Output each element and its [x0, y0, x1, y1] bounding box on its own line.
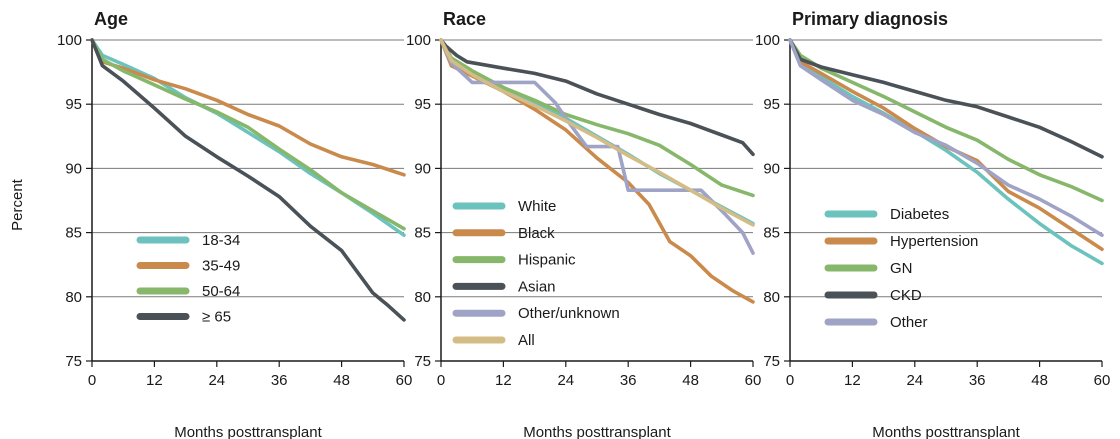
primary-diagnosis-y-tick-label-80: 80 [763, 289, 780, 306]
panel-age: Age 75 80 85 90 95 100 0 12 24 36 48 60 Months postt… [57, 9, 412, 439]
primary-diagnosis-x-tick-label-48: 48 [1031, 372, 1048, 389]
age-x-tick-label-0: 0 [88, 372, 96, 389]
primary-diagnosis-y-tick-label-95: 95 [763, 96, 780, 113]
age-x-tick-label-24: 24 [208, 372, 225, 389]
age-x-axis-label: Months posttransplant [174, 424, 322, 439]
age-y-tick-label-95: 95 [65, 96, 82, 113]
panel-title-age: Age [94, 9, 128, 29]
race-series-line-other-unknown [439, 38, 755, 255]
panel-title-race: Race [443, 9, 486, 29]
primary-diagnosis-legend-label-hypertension: Hypertension [890, 233, 978, 250]
primary-diagnosis-y-tick-label-75: 75 [763, 353, 780, 370]
age-y-tick-label-85: 85 [65, 225, 82, 242]
age-y-tick-label-90: 90 [65, 160, 82, 177]
race-y-tick-label-85: 85 [414, 225, 431, 242]
age-y-tick-label-100: 100 [57, 32, 82, 49]
primary-diagnosis-legend-label-gn: GN [890, 260, 913, 277]
primary-diagnosis-x-axis-label: Months posttransplant [872, 424, 1020, 439]
age-series-line-ge-65 [90, 38, 406, 322]
race-legend-label-all: All [518, 332, 535, 349]
age-series-line-18-34 [90, 38, 406, 237]
primary-diagnosis-x-tick-label-0: 0 [786, 372, 794, 389]
race-y-tick-label-75: 75 [414, 353, 431, 370]
primary-diagnosis-x-tick-label-60: 60 [1094, 372, 1111, 389]
primary-diagnosis-legend-label-ckd: CKD [890, 287, 922, 304]
age-legend-label-18-34: 18-34 [202, 232, 240, 249]
age-legend-label-ge-65: ≥ 65 [202, 309, 231, 326]
age-legend-label-35-49: 35-49 [202, 258, 240, 275]
race-series-line-all [439, 38, 755, 227]
race-legend-label-white: White [518, 198, 556, 215]
race-x-tick-label-48: 48 [682, 372, 699, 389]
race-series-line-hispanic [439, 38, 755, 198]
primary-diagnosis-y-tick-label-85: 85 [763, 225, 780, 242]
primary-diagnosis-x-tick-label-36: 36 [969, 372, 986, 389]
race-x-tick-label-0: 0 [437, 372, 445, 389]
primary-diagnosis-y-tick-label-100: 100 [755, 32, 780, 49]
race-x-axis-label: Months posttransplant [523, 424, 671, 439]
race-y-tick-label-95: 95 [414, 96, 431, 113]
primary-diagnosis-x-tick-label-12: 12 [844, 372, 861, 389]
panel-title-primary-diagnosis: Primary diagnosis [792, 9, 948, 29]
age-x-tick-label-36: 36 [271, 372, 288, 389]
y-axis-label: Percent [9, 178, 26, 231]
race-legend-label-hispanic: Hispanic [518, 252, 576, 269]
race-legend-label-black: Black [518, 225, 555, 242]
age-x-tick-label-60: 60 [396, 372, 413, 389]
race-x-tick-label-24: 24 [557, 372, 574, 389]
race-x-tick-label-12: 12 [495, 372, 512, 389]
age-legend-label-50-64: 50-64 [202, 283, 240, 300]
race-series-line-asian [439, 38, 755, 157]
race-y-tick-label-100: 100 [406, 32, 431, 49]
age-y-tick-label-80: 80 [65, 289, 82, 306]
age-series-line-50-64 [90, 38, 406, 231]
primary-diagnosis-legend-label-other: Other [890, 314, 928, 331]
panel-race: Race 75 80 85 90 95 100 0 12 24 36 48 60 Months post… [406, 9, 761, 439]
race-legend-label-other-unknown: Other/unknown [518, 305, 620, 322]
race-legend-label-asian: Asian [518, 278, 556, 295]
primary-diagnosis-x-tick-label-24: 24 [906, 372, 923, 389]
age-x-tick-label-48: 48 [333, 372, 350, 389]
primary-diagnosis-legend-label-diabetes: Diabetes [890, 206, 949, 223]
race-y-tick-label-80: 80 [414, 289, 431, 306]
panel-primary-diagnosis: Primary diagnosis 75 80 85 90 95 100 0 12 24 36 48… [755, 9, 1110, 439]
primary-diagnosis-series-line-other [788, 38, 1104, 237]
race-y-tick-label-90: 90 [414, 160, 431, 177]
age-x-tick-label-12: 12 [146, 372, 163, 389]
primary-diagnosis-series-line-diabetes [788, 38, 1104, 266]
age-y-tick-label-75: 75 [65, 353, 82, 370]
primary-diagnosis-series-line-ckd [788, 38, 1104, 159]
primary-diagnosis-series-line-gn [788, 38, 1104, 203]
primary-diagnosis-y-tick-label-90: 90 [763, 160, 780, 177]
age-series-line-35-49 [90, 38, 406, 177]
race-x-tick-label-36: 36 [620, 372, 637, 389]
race-x-tick-label-60: 60 [745, 372, 762, 389]
